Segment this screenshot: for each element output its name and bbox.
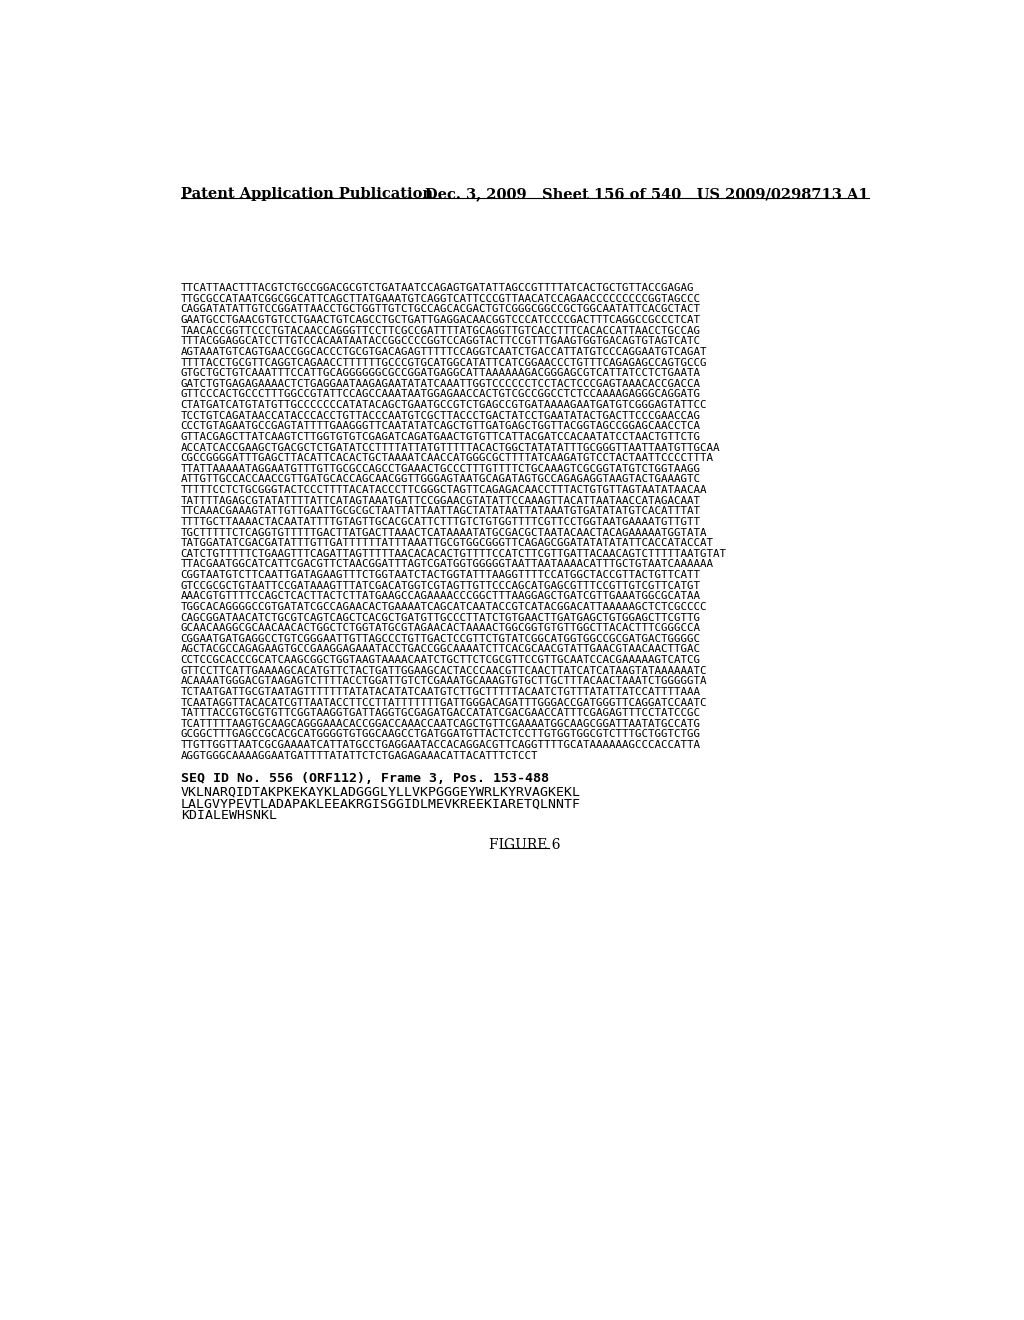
Text: TTGCGCCATAATCGGCGGCATTCAGCTTATGAAATGTCAGGTCATTCCCGTTAACATCCAGAACCCCCCCCCGGTAGCCC: TTGCGCCATAATCGGCGGCATTCAGCTTATGAAATGTCAG… (180, 294, 700, 304)
Text: GTGCTGCTGTCAAATTTCCATTGCAGGGGGGCGCCGGATGAGGCATTAAAAAAGACGGGAGCGTCATTATCCTCTGAATA: GTGCTGCTGTCAAATTTCCATTGCAGGGGGGCGCCGGATG… (180, 368, 700, 378)
Text: GCAACAAGGCGCAACAACACTGGCTCTGGTATGCGTAGAACACTAAAACTGGCGGTGTGTTGGCTTACACTTTCGGGCCA: GCAACAAGGCGCAACAACACTGGCTCTGGTATGCGTAGAA… (180, 623, 700, 634)
Text: TTGTTGGTTAATCGCGAAAATCATTATGCCTGAGGAATACCACAGGACGTTCAGGTTTTGCATAAAAAAGCCCACCATTA: TTGTTGGTTAATCGCGAAAATCATTATGCCTGAGGAATAC… (180, 741, 700, 750)
Text: GTTACGAGCTTATCAAGTCTTGGTGTGTCGAGATCAGATGAACTGTGTTCATTACGATCCACAATATCCTAACTGTTCTG: GTTACGAGCTTATCAAGTCTTGGTGTGTCGAGATCAGATG… (180, 432, 700, 442)
Text: TTCATTAACTTTACGTCTGCCGGACGCGTCTGATAATCCAGAGTGATATTAGCCGTTTTATCACTGCTGTTACCGAGAG: TTCATTAACTTTACGTCTGCCGGACGCGTCTGATAATCCA… (180, 284, 694, 293)
Text: SEQ ID No. 556 (ORF112), Frame 3, Pos. 153-488: SEQ ID No. 556 (ORF112), Frame 3, Pos. 1… (180, 772, 549, 785)
Text: TAACACCGGTTCCCTGTACAACCAGGGTTCCTTCGCCGATTTTATGCAGGTTGTCACCTTTCACACCATTAACCTGCCAG: TAACACCGGTTCCCTGTACAACCAGGGTTCCTTCGCCGAT… (180, 326, 700, 335)
Text: AGTAAATGTCAGTGAACCGGCACCCTGCGTGACAGAGTTTTTCCAGGTCAATCTGACCATTATGTCCCAGGAATGTCAGA: AGTAAATGTCAGTGAACCGGCACCCTGCGTGACAGAGTTT… (180, 347, 708, 356)
Text: Dec. 3, 2009   Sheet 156 of 540   US 2009/0298713 A1: Dec. 3, 2009 Sheet 156 of 540 US 2009/02… (425, 187, 869, 201)
Text: CGCCGGGGATTTGAGCTTACATTCACACTGCTAAAATCAACCATGGGCGCTTTTATCAAGATGTCCTACTAATTCCCCTT: CGCCGGGGATTTGAGCTTACATTCACACTGCTAAAATCAA… (180, 453, 714, 463)
Text: GATCTGTGAGAGAAAACTCTGAGGAATAAGAGAATATATCAAATTGGTCCCCCCTCCTACTCCCGAGTAAACACCGACCA: GATCTGTGAGAGAAAACTCTGAGGAATAAGAGAATATATC… (180, 379, 700, 389)
Text: TCCTGTCAGATAACCATACCCACCTGTTACCCAATGTCGCTTACCCTGACTATCCTGAATATACTGACTTCCCGAACCAG: TCCTGTCAGATAACCATACCCACCTGTTACCCAATGTCGC… (180, 411, 700, 421)
Text: TTTACGGAGGCATCCTTGTCCACAATAATACCGGCCCCGGTCCAGGTACTTCCGTTTGAAGTGGTGACAGTGTAGTCATC: TTTACGGAGGCATCCTTGTCCACAATAATACCGGCCCCGG… (180, 337, 700, 346)
Text: TGGCACAGGGGCCGTGATATCGCCAGAACACTGAAAATCAGCATCAATACCGTCATACGGACATTAAAAAGCTCTCGCCC: TGGCACAGGGGCCGTGATATCGCCAGAACACTGAAAATCA… (180, 602, 708, 612)
Text: TATTTTAGAGCGTATATTTTATTCATAGTAAATGATTCCGGAACGTATATTCCAAAGTTACATTAATAACCATAGACAAT: TATTTTAGAGCGTATATTTTATTCATAGTAAATGATTCCG… (180, 496, 700, 506)
Text: TATGGATATCGACGATATTTGTTGATTTTTTATTTAAATTGCGTGGCGGGTTCAGAGCGGATATATATATTCACCATACC: TATGGATATCGACGATATTTGTTGATTTTTTATTTAAATT… (180, 539, 714, 548)
Text: CGGTAATGTCTTCAATTGATAGAAGTTTCTGGTAATCTACTGGTATTTAAGGTTTTCCATGGCTACCGTTACTGTTCATT: CGGTAATGTCTTCAATTGATAGAAGTTTCTGGTAATCTAC… (180, 570, 700, 579)
Text: CAGCGGATAACATCTGCGTCAGTCAGCTCACGCTGATGTTGCCCTTATCTGTGAACTTGATGAGCTGTGGAGCTTCGTTG: CAGCGGATAACATCTGCGTCAGTCAGCTCACGCTGATGTT… (180, 612, 700, 623)
Text: TGCTTTTTCTCAGGTGTTTTTGACTTATGACTTAAACTCATAAAATATGCGACGCTAATACAACTACAGAAAAATGGTAT: TGCTTTTTCTCAGGTGTTTTTGACTTATGACTTAAACTCA… (180, 528, 708, 537)
Text: TATTTACCGTGCGTGTTCGGTAAGGTGATTAGGTGCGAGATGACCATATCGACGAACCATTTCGAGAGTTTCCTATCCGC: TATTTACCGTGCGTGTTCGGTAAGGTGATTAGGTGCGAGA… (180, 708, 700, 718)
Text: CATCTGTTTTTCTGAAGTTTCAGATTAGTTTTTAACACACACTGTTTTCCATCTTCGTTGATTACAACAGTCTTTTTAAT: CATCTGTTTTTCTGAAGTTTCAGATTAGTTTTTAACACAC… (180, 549, 727, 558)
Text: GTTCCTTCATTGAAAAGCACATGTTCTACTGATTGGAAGCACTACCCAACGTTCAACTTATCATCATAAGTATAAAAAAT: GTTCCTTCATTGAAAAGCACATGTTCTACTGATTGGAAGC… (180, 665, 708, 676)
Text: LALGVYPEVTLADAPAKLEEAKRGISGGIDLMEVKREEKIARETQLNNTF: LALGVYPEVTLADAPAKLEEAKRGISGGIDLMEVKREEKI… (180, 797, 581, 810)
Text: AAACGTGTTTTCCAGCTCACTTACTCTTATGAAGCCAGAAAACCCGGCTTTAAGGAGCTGATCGTTGAAATGGCGCATAA: AAACGTGTTTTCCAGCTCACTTACTCTTATGAAGCCAGAA… (180, 591, 700, 602)
Text: CTATGATCATGTATGTTGCCCCCCCATATACAGCTGAATGCCGTCTGAGCCGTGATAAAAGAATGATGTCGGGAGTATTC: CTATGATCATGTATGTTGCCCCCCCATATACAGCTGAATG… (180, 400, 708, 411)
Text: GCGGCTTTGAGCCGCACGCATGGGGTGTGGCAAGCCTGATGGATGTTACTCTCCTTGTGGTGGCGTCTTTGCTGGTCTGG: GCGGCTTTGAGCCGCACGCATGGGGTGTGGCAAGCCTGAT… (180, 730, 700, 739)
Text: GTCCGCGCTGTAATTCCGATAAAGTTTATCGACATGGTCGTAGTTGTTCCCAGCATGAGCGTTTCCGTTGTCGTTCATGT: GTCCGCGCTGTAATTCCGATAAAGTTTATCGACATGGTCG… (180, 581, 700, 590)
Text: ACCATCACCGAAGCTGACGCTCTGATATCCTTTTATTATGTTTTTACACTGGCTATATATTTGCGGGTTAATTAATGTTG: ACCATCACCGAAGCTGACGCTCTGATATCCTTTTATTATG… (180, 442, 720, 453)
Text: KDIALEWHSNKL: KDIALEWHSNKL (180, 809, 276, 822)
Text: TCAATAGGTTACACATCGTTAATACCTTCCTTATTTTTTTGATTGGGACAGATTTGGGACCGATGGGTTCAGGATCCAAT: TCAATAGGTTACACATCGTTAATACCTTCCTTATTTTTTT… (180, 697, 708, 708)
Text: ATTGTTGCCACCAACCGTTGATGCACCAGCAACGGTTGGGAGTAATGCAGATAGTGCCAGAGAGGTAAGTACTGAAAGTC: ATTGTTGCCACCAACCGTTGATGCACCAGCAACGGTTGGG… (180, 474, 700, 484)
Text: CCTCCGCACCCGCATCAAGCGGCTGGTAAGTAAAACAATCTGCTTCTCGCGTTCCGTTGCAATCCACGAAAAAGTCATCG: CCTCCGCACCCGCATCAAGCGGCTGGTAAGTAAAACAATC… (180, 655, 700, 665)
Text: CAGGATATATTGTCCGGATTAACCTGCTGGTTGTCTGCCAGCACGACTGTCGGGCGGCCGCTGGCAATATTCACGCTACT: CAGGATATATTGTCCGGATTAACCTGCTGGTTGTCTGCCA… (180, 305, 700, 314)
Text: TTATTAAAAATAGGAATGTTTGTTGCGCCAGCCTGAAACTGCCCTTTGTTTTCTGCAAAGTCGCGGTATGTCTGGTAAGG: TTATTAAAAATAGGAATGTTTGTTGCGCCAGCCTGAAACT… (180, 463, 700, 474)
Text: TTTTTCCTCTGCGGGTACTCCCTTTTACATACCCTTCGGGCTAGTTCAGAGACAACCTTTACTGTGTTAGTAATATAACA: TTTTTCCTCTGCGGGTACTCCCTTTTACATACCCTTCGGG… (180, 484, 708, 495)
Text: TCATTTTTAAGTGCAAGCAGGGAAACACCGGACCAAACCAATCAGCTGTTCGAAAATGGCAAGCGGATTAATATGCCATG: TCATTTTTAAGTGCAAGCAGGGAAACACCGGACCAAACCA… (180, 719, 700, 729)
Text: CGGAATGATGAGGCCTGTCGGGAATTGTTAGCCCTGTTGACTCCGTTCTGTATCGGCATGGTGGCCGCGATGACTGGGGC: CGGAATGATGAGGCCTGTCGGGAATTGTTAGCCCTGTTGA… (180, 634, 700, 644)
Text: VKLNARQIDTAKPKEKAYKLADGGGLYLLVKPGGGEYWRLKYRVAGKEKL: VKLNARQIDTAKPKEKAYKLADGGGLYLLVKPGGGEYWRL… (180, 785, 581, 799)
Text: TCTAATGATTGCGTAATAGTTTTTTTATATACATATCAATGTCTTGCTTTTTACAATCTGTTTATATTATCCATTTTAAA: TCTAATGATTGCGTAATAGTTTTTTTATATACATATCAAT… (180, 686, 700, 697)
Text: TTCAAACGAAAGTATTGTTGAATTGCGCGCTAATTATTAATTAGCTATATAATTATAAATGTGATATATGTCACATTTAT: TTCAAACGAAAGTATTGTTGAATTGCGCGCTAATTATTAA… (180, 507, 700, 516)
Text: TTACGAATGGCATCATTCGACGTTCTAACGGATTTAGTCGATGGTGGGGGTAATTAATAAAACATTTGCTGTAATCAAAA: TTACGAATGGCATCATTCGACGTTCTAACGGATTTAGTCG… (180, 560, 714, 569)
Text: FIGURE 6: FIGURE 6 (489, 838, 560, 851)
Text: TTTTACCTGCGTTCAGGTCAGAACCTTTTTTGCCCGTGCATGGCATATTCATCGGAACCCTGTTTCAGAGAGCCAGTGCC: TTTTACCTGCGTTCAGGTCAGAACCTTTTTTGCCCGTGCA… (180, 358, 708, 367)
Text: AGGTGGGCAAAAGGAATGATTTTATATTCTCTGAGAGAAACATTACATTTCTCCT: AGGTGGGCAAAAGGAATGATTTTATATTCTCTGAGAGAAA… (180, 751, 539, 760)
Text: Patent Application Publication: Patent Application Publication (180, 187, 433, 201)
Text: AGCTACGCCAGAGAAGTGCCGAAGGAGAAATACCTGACCGGCAAAATCTTCACGCAACGTATTGAACGTAACAACTTGAC: AGCTACGCCAGAGAAGTGCCGAAGGAGAAATACCTGACCG… (180, 644, 700, 655)
Text: GAATGCCTGAACGTGTCCTGAACTGTCAGCCTGCTGATTGAGGACAACGGTCCCATCCCCGACTTTCAGGCCGCCCTCAT: GAATGCCTGAACGTGTCCTGAACTGTCAGCCTGCTGATTG… (180, 315, 700, 325)
Text: CCCTGTAGAATGCCGAGTATTTTGAAGGGTTCAATATATCAGCTGTTGATGAGCTGGTTACGGTAGCCGGAGCAACCTCA: CCCTGTAGAATGCCGAGTATTTTGAAGGGTTCAATATATC… (180, 421, 700, 432)
Text: GTTCCCACTGCCCTTTGGCCGTATTCCAGCCAAATAATGGAGAACCACTGTCGCCGGCCTCTCCAAAAGAGGGCAGGATG: GTTCCCACTGCCCTTTGGCCGTATTCCAGCCAAATAATGG… (180, 389, 700, 400)
Text: TTTTGCTTAAAACTACAATATTTTGTAGTTGCACGCATTCTTTGTCTGTGGTTTTCGTTCCTGGTAATGAAAATGTTGTT: TTTTGCTTAAAACTACAATATTTTGTAGTTGCACGCATTC… (180, 517, 700, 527)
Text: ACAAAATGGGACGTAAGAGTCTTTTACCTGGATTGTCTCGAAATGCAAAGTGTGCTTGCTTTACAACTAAATCTGGGGGT: ACAAAATGGGACGTAAGAGTCTTTTACCTGGATTGTCTCG… (180, 676, 708, 686)
